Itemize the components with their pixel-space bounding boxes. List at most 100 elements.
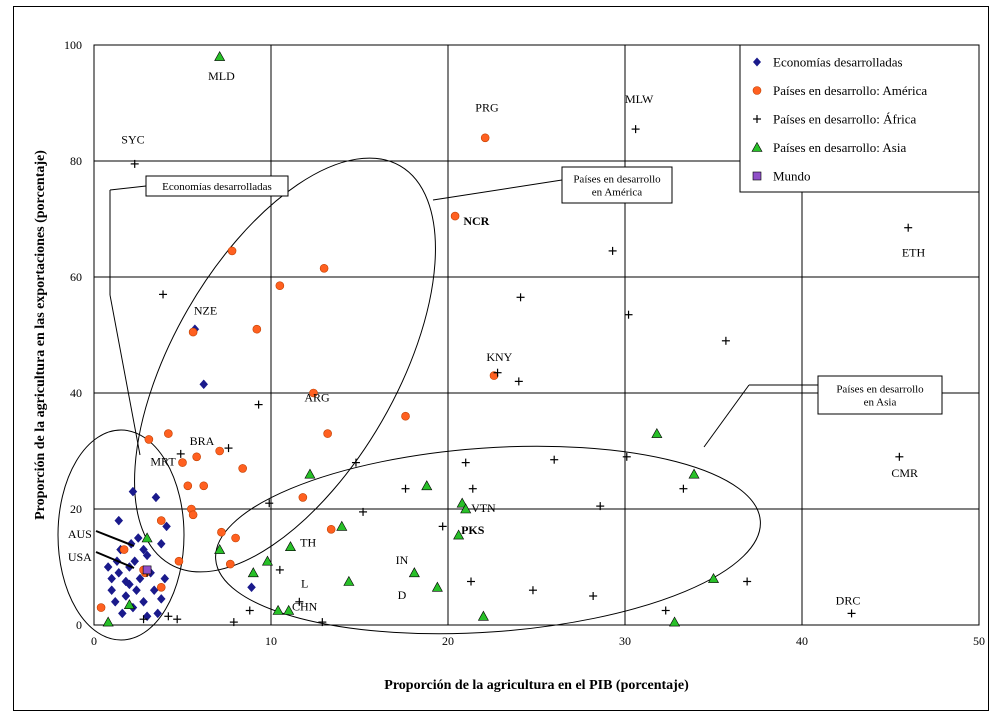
ellipse-asia	[215, 445, 761, 635]
diamond-marker	[149, 585, 159, 596]
diamond-marker	[132, 585, 141, 596]
plus-marker	[159, 290, 168, 299]
diamond-marker	[142, 611, 152, 622]
circle-marker	[238, 464, 247, 473]
triangle-marker	[214, 50, 226, 61]
diamond-marker	[156, 594, 166, 604]
legend-entry: Economías desarrolladas	[773, 55, 903, 70]
circle-marker	[96, 603, 106, 612]
legend-diamond-marker	[753, 57, 761, 67]
point-label: MLD	[208, 69, 235, 83]
circle-marker	[215, 446, 224, 456]
diamond-marker	[117, 608, 127, 619]
callout-america-text: Países en desarrollo	[573, 174, 661, 186]
ellipse-america	[134, 157, 436, 573]
plus-marker	[254, 400, 263, 409]
point-label: KNY	[486, 350, 512, 364]
x-axis-title: Proporción de la agricultura en el PIB (…	[384, 678, 689, 693]
triangle-marker	[688, 468, 700, 479]
x-tick-label: 0	[91, 634, 97, 648]
circle-marker	[178, 458, 187, 467]
circle-marker	[192, 452, 201, 462]
usa-pointer	[95, 551, 135, 569]
y-tick-label: 100	[64, 38, 82, 52]
diamond-marker	[156, 538, 166, 549]
aus-pointer	[95, 530, 135, 547]
plus-marker	[631, 125, 640, 134]
triangle-marker	[343, 575, 355, 586]
circle-marker	[275, 281, 285, 291]
plus-marker	[514, 377, 523, 386]
y-tick-label: 0	[76, 618, 82, 632]
circle-marker	[174, 556, 184, 566]
data-points	[96, 50, 913, 627]
diamond-marker	[128, 486, 138, 497]
callout-asia-text: Países en desarrollo	[836, 384, 924, 396]
point-label: D	[398, 588, 407, 602]
callout-asia-text: en Asia	[864, 397, 897, 409]
plot-area	[93, 44, 980, 626]
triangle-marker	[214, 543, 226, 554]
plus-marker	[895, 452, 904, 461]
point-label: NZE	[194, 304, 217, 318]
x-tick-label: 30	[619, 634, 631, 648]
diamond-marker	[130, 556, 140, 567]
plus-marker	[351, 458, 360, 467]
callout-america-text: en América	[592, 187, 643, 199]
callout-desarrolladas-box	[145, 175, 289, 197]
diamond-marker	[151, 492, 161, 503]
point-label: MLW	[625, 92, 654, 106]
callout-leader	[432, 179, 563, 201]
ellipse-desarrolladas	[57, 429, 185, 641]
circle-marker	[183, 481, 193, 491]
circle-marker	[323, 429, 332, 438]
triangle-marker	[261, 555, 273, 566]
x-tick-label: 20	[442, 634, 454, 648]
point-labels: MLD SYC PRG MLW NCR ETH NZE KNY ARG BRA MRT CMR VTN P…	[68, 69, 926, 614]
plus-marker	[468, 484, 477, 493]
callout-desarrolladas-text: Economías desarrolladas	[162, 181, 272, 193]
plus-marker	[743, 577, 752, 586]
triangle-marker	[453, 529, 465, 540]
circle-marker	[319, 263, 329, 273]
circle-marker	[199, 481, 209, 491]
triangle-marker	[272, 604, 284, 615]
chart-frame	[13, 6, 989, 711]
diamond-marker	[160, 573, 170, 584]
diamond-marker	[199, 379, 209, 390]
point-label: ARG	[304, 391, 330, 405]
point-label: TH	[300, 536, 316, 550]
diamond-marker	[142, 550, 152, 561]
circle-marker	[119, 545, 129, 554]
plus-marker	[679, 484, 688, 493]
plus-marker	[130, 159, 139, 168]
point-label: AUS	[68, 527, 92, 541]
circle-marker	[401, 411, 410, 421]
triangle-marker	[669, 616, 681, 627]
point-label: MRT	[150, 455, 176, 469]
triangle-marker	[408, 567, 420, 578]
triangle-marker	[284, 541, 296, 551]
plus-marker	[173, 615, 182, 624]
diamond-marker	[153, 608, 163, 619]
diamond-marker	[114, 515, 124, 526]
diamond-marker	[139, 596, 148, 607]
circle-marker	[480, 133, 490, 143]
circle-marker	[309, 388, 318, 398]
plus-marker	[528, 586, 537, 595]
plus-marker	[318, 618, 327, 627]
plus-marker	[596, 502, 605, 511]
callout-asia-box	[817, 375, 943, 415]
plus-marker	[139, 615, 148, 624]
point-label: CMR	[891, 466, 918, 480]
point-label: DRC	[836, 594, 861, 608]
callout-leader	[109, 185, 147, 191]
axis-ticks: 0 10 20 30 40 50 0 20 40 60 80 100	[64, 38, 985, 648]
plus-marker	[245, 606, 254, 615]
plus-marker	[164, 612, 173, 621]
triangle-marker	[421, 480, 433, 491]
x-tick-label: 10	[265, 634, 277, 648]
plus-marker	[589, 592, 598, 600]
y-axis-title: Proporción de la agricultura en las expo…	[33, 150, 48, 520]
